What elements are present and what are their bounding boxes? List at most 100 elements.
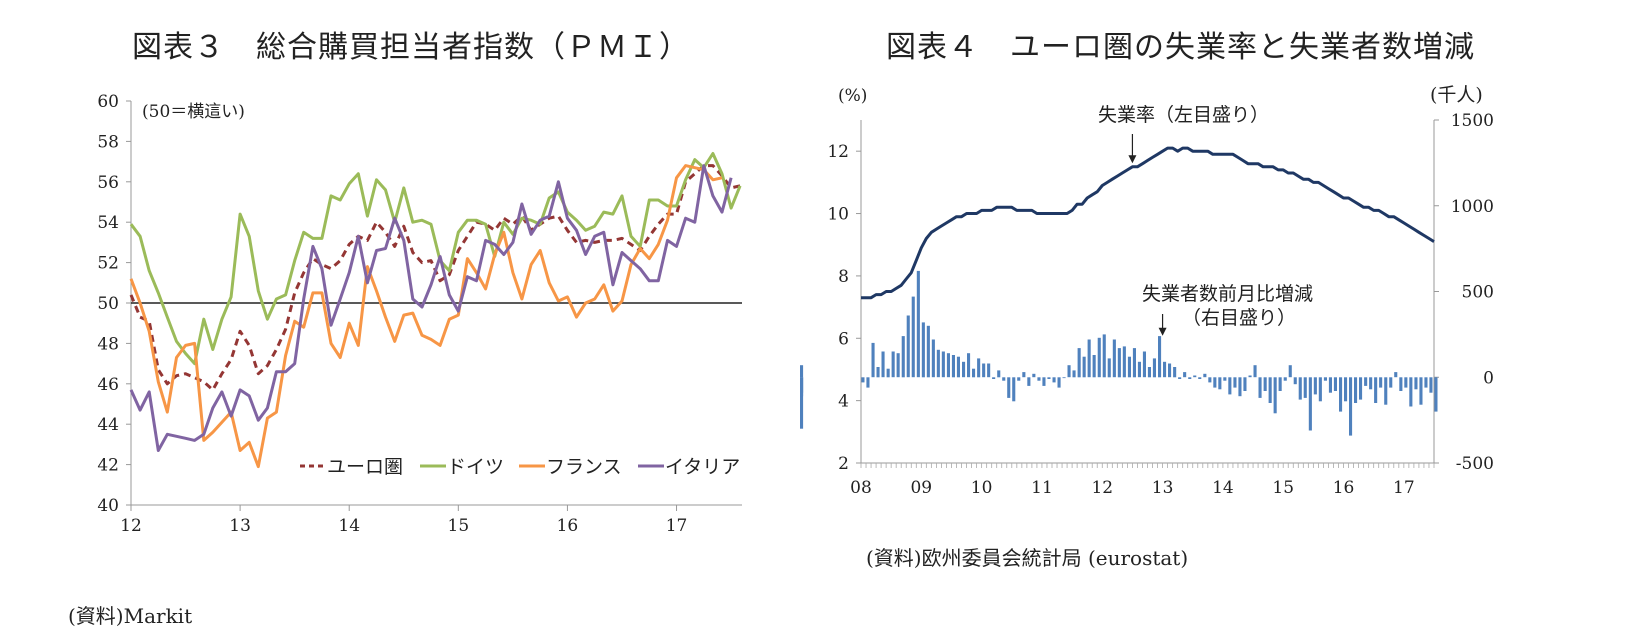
annotation-rate-arrowhead (1128, 155, 1137, 164)
bar (1409, 377, 1413, 407)
bar (800, 377, 804, 397)
x-tick-label: 14 (1212, 478, 1234, 498)
bar (1404, 377, 1408, 388)
annotation-label: (50＝横這い) (142, 102, 245, 122)
bar (1173, 367, 1177, 378)
y-tick-label: 40 (97, 496, 119, 516)
left-tick-label: 2 (838, 454, 849, 474)
bar (1369, 377, 1373, 390)
bar (886, 368, 890, 378)
bar (1288, 365, 1292, 378)
bar (1032, 373, 1036, 378)
bar (1394, 372, 1398, 378)
series-line-ドイツ (129, 152, 742, 366)
bar (866, 377, 870, 388)
bar (1198, 377, 1202, 379)
bar (1339, 377, 1343, 412)
bar (951, 355, 955, 378)
y-tick-label: 42 (97, 456, 119, 476)
bar (1047, 377, 1051, 379)
bar (1349, 377, 1353, 436)
y-tick-label: 46 (97, 375, 119, 395)
bar (1158, 336, 1162, 378)
bar (1268, 377, 1272, 403)
bar (1414, 377, 1418, 390)
x-tick-label: 10 (971, 478, 993, 498)
bar (1213, 377, 1217, 388)
bar (1122, 346, 1126, 378)
bar (1208, 377, 1212, 383)
bar (896, 353, 900, 378)
bar (1057, 377, 1061, 388)
bar (1283, 377, 1287, 381)
right-tick-label: -500 (1456, 454, 1494, 474)
figure4-title: 図表４ ユーロ圏の失業率と失業者数増減 (886, 30, 1475, 65)
legend-label: ユーロ圏 (327, 456, 403, 478)
bar (1168, 363, 1172, 378)
series-line-イタリア (129, 164, 733, 452)
bar (1152, 358, 1156, 378)
x-tick-label: 12 (1091, 478, 1113, 498)
bar (1012, 377, 1016, 402)
bar (972, 368, 976, 378)
bar (1117, 348, 1121, 378)
bar (1243, 377, 1247, 391)
bar (1097, 337, 1101, 378)
y-tick-label: 60 (97, 92, 119, 112)
bar (1228, 377, 1232, 395)
bar (1238, 377, 1242, 397)
x-tick-label: 15 (448, 516, 470, 536)
bar (1273, 377, 1277, 414)
bar (1359, 377, 1363, 400)
unemployment-chart: 2 4 6 8 10 12 -500 0 500 1000 1500 08 09 10 11 12 13 14 15… (800, 84, 1494, 498)
bar (1318, 377, 1322, 402)
bar (926, 325, 930, 378)
bar (800, 365, 804, 378)
bar (861, 377, 865, 383)
bar (941, 351, 945, 378)
x-tick-label: 17 (1393, 478, 1415, 498)
annotation-count: 失業者数前月比増減 (1142, 283, 1313, 305)
bar (1178, 377, 1182, 379)
left-tick-label: 10 (827, 205, 849, 225)
bar (982, 363, 986, 378)
y-tick-label: 56 (97, 173, 119, 193)
x-tick-label: 17 (666, 516, 688, 536)
annotation-count-sub: （右目盛り） (1182, 307, 1296, 329)
x-tick-label: 12 (120, 516, 142, 536)
figure4-panel: 図表４ ユーロ圏の失業率と失業者数増減 2 4 6 8 10 12 -500 0 500 1000… (800, 0, 1627, 644)
bar (881, 351, 885, 378)
bar (1203, 373, 1207, 378)
bar (1037, 377, 1041, 381)
bar (1147, 367, 1151, 378)
bar (800, 377, 804, 429)
bar (992, 377, 996, 379)
x-tick-label: 09 (910, 478, 932, 498)
bar (1344, 377, 1348, 402)
figure3-panel: 図表３ 総合購買担当者指数（ＰＭＩ） 40 42 44 46 48 50 52 54 56 58 6… (0, 0, 800, 644)
right-tick-label: 1500 (1451, 111, 1494, 131)
bar (1218, 377, 1222, 390)
right-tick-label: 0 (1483, 368, 1494, 388)
bar (1072, 370, 1076, 378)
bar (1313, 377, 1317, 395)
bar (1127, 356, 1131, 378)
bar (1354, 377, 1358, 403)
bar (946, 353, 950, 378)
bar (891, 351, 895, 378)
bar (1333, 377, 1337, 391)
bar (931, 339, 935, 378)
x-tick-label: 15 (1272, 478, 1294, 498)
figure4-source: (資料)欧州委員会統計局 (eurostat) (866, 546, 1189, 570)
bar (906, 315, 910, 378)
left-tick-label: 8 (838, 267, 849, 287)
bar (1233, 377, 1237, 388)
bar (1419, 377, 1423, 405)
bar (1258, 377, 1262, 398)
y-tick-label: 58 (97, 132, 119, 152)
bar (997, 370, 1001, 378)
bar (1328, 377, 1332, 393)
bar (1379, 377, 1383, 388)
bar (1298, 377, 1302, 400)
bar (1067, 365, 1071, 378)
